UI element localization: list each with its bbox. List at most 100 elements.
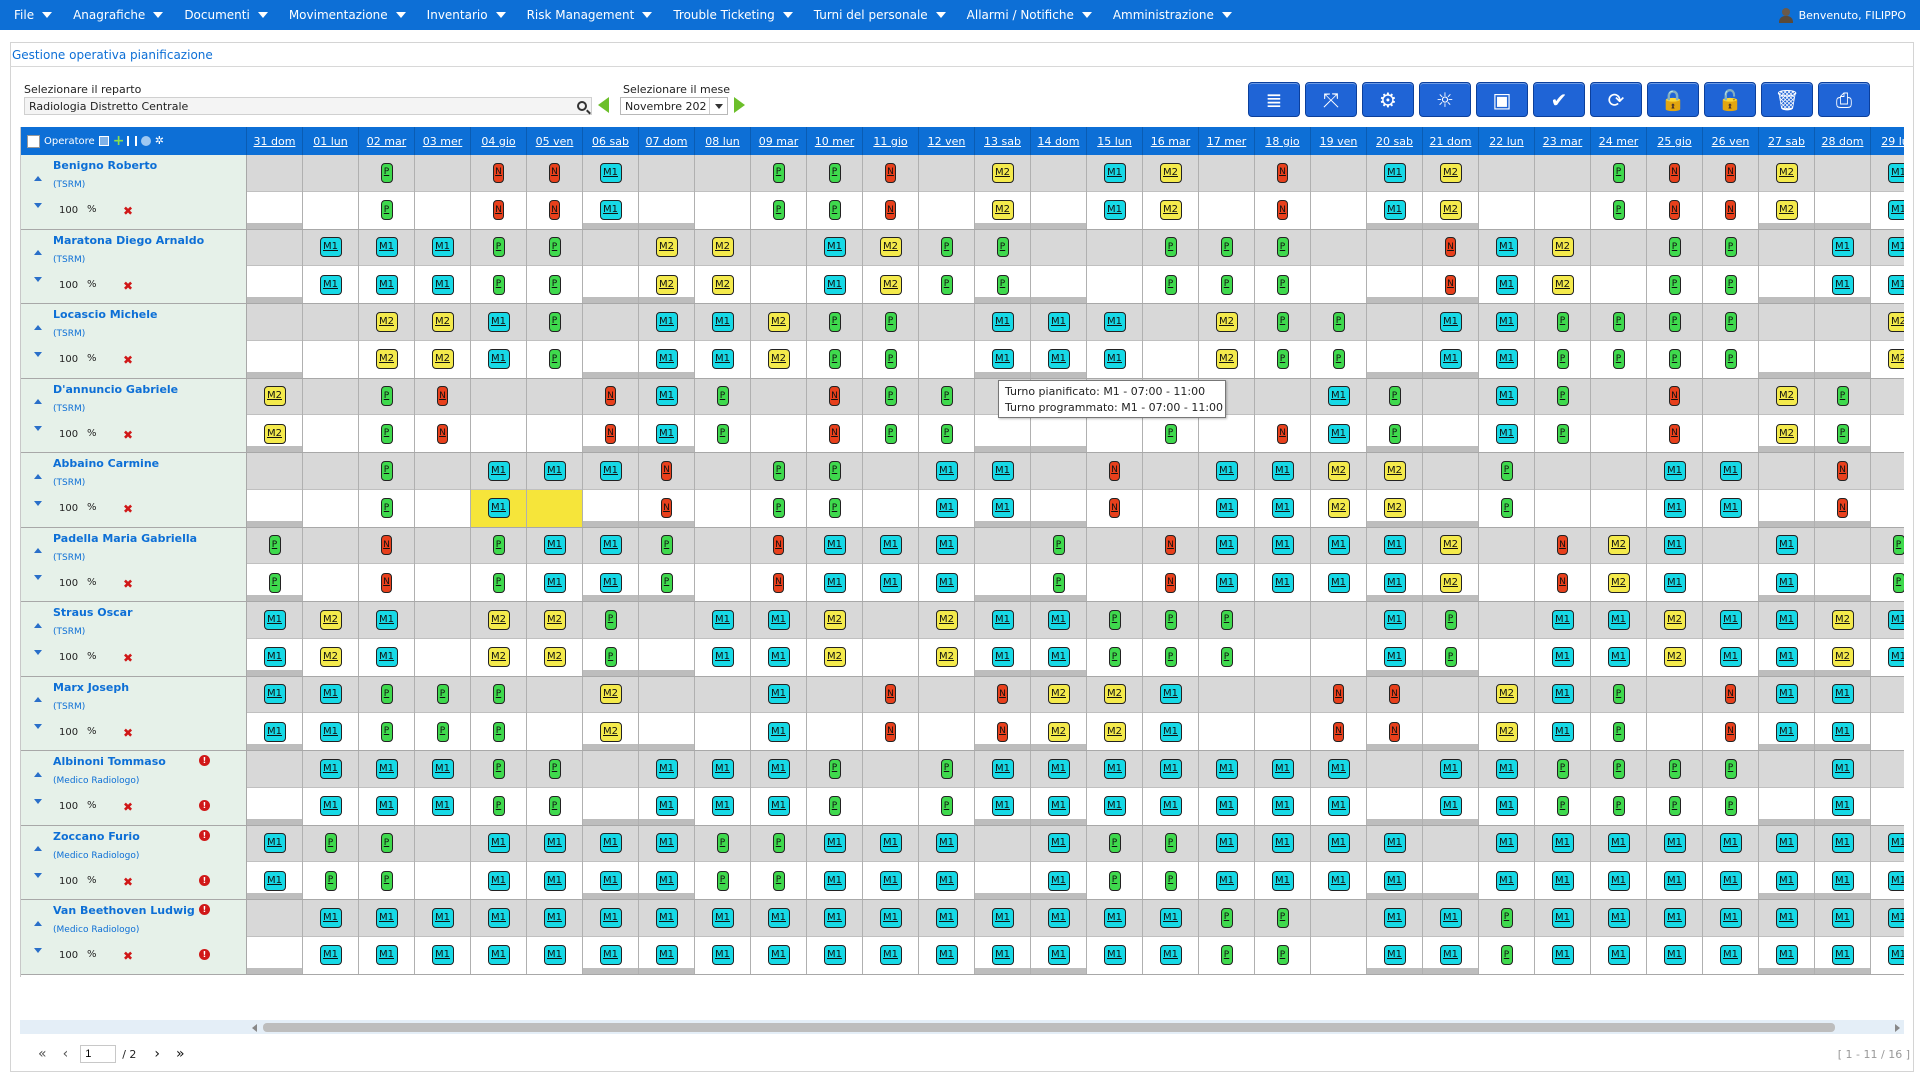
scheduled-slot[interactable] — [1087, 266, 1142, 303]
day-cell[interactable] — [247, 229, 303, 303]
planned-slot[interactable]: P — [1591, 676, 1646, 714]
scheduled-slot[interactable]: M2 — [1871, 340, 1904, 378]
shift-badge[interactable]: M2 — [543, 609, 566, 630]
scheduled-slot[interactable] — [247, 787, 302, 825]
shift-badge[interactable]: P — [1276, 237, 1289, 258]
shift-badge[interactable]: M1 — [599, 572, 622, 593]
planned-slot[interactable]: P — [247, 527, 302, 565]
day-cell[interactable]: N — [1255, 378, 1311, 452]
scheduled-slot[interactable]: P — [527, 787, 582, 825]
scheduled-slot[interactable]: M2 — [1647, 638, 1702, 676]
shift-badge[interactable]: M1 — [1775, 833, 1798, 854]
shift-badge[interactable]: M1 — [263, 609, 286, 630]
day-cell[interactable] — [1367, 229, 1423, 303]
shift-badge[interactable]: M1 — [935, 945, 958, 966]
shift-badge[interactable]: M1 — [1775, 721, 1798, 742]
scheduled-slot[interactable]: N — [807, 415, 862, 452]
day-cell[interactable] — [1423, 676, 1479, 750]
shift-badge[interactable]: M1 — [1719, 609, 1742, 630]
planned-slot[interactable]: P — [1199, 229, 1254, 267]
planned-slot[interactable]: P — [359, 155, 414, 192]
shift-badge[interactable]: M2 — [319, 609, 342, 630]
scheduled-slot[interactable] — [583, 787, 638, 825]
planned-slot[interactable]: M1 — [1759, 527, 1814, 565]
shift-badge[interactable]: M1 — [767, 758, 790, 779]
day-cell[interactable] — [1255, 602, 1311, 676]
shift-badge[interactable]: M2 — [1551, 274, 1574, 295]
filter-icon[interactable] — [98, 136, 109, 146]
remove-icon[interactable]: ✖ — [123, 278, 134, 293]
scheduled-slot[interactable]: P — [1535, 340, 1590, 378]
planned-slot[interactable]: P — [919, 229, 974, 267]
scheduled-slot[interactable]: M2 — [1815, 638, 1870, 676]
planned-slot[interactable]: M1 — [583, 825, 638, 863]
planned-slot[interactable]: M1 — [807, 527, 862, 565]
shift-badge[interactable]: P — [940, 758, 953, 779]
scheduled-slot[interactable]: P — [695, 415, 750, 452]
operator-name[interactable]: Marx Joseph — [53, 680, 130, 694]
planned-slot[interactable] — [1423, 453, 1478, 490]
shift-badge[interactable]: M1 — [543, 870, 566, 891]
shift-badge[interactable]: N — [1725, 162, 1736, 183]
shift-badge[interactable]: M1 — [1719, 460, 1742, 481]
shift-badge[interactable]: M1 — [1719, 647, 1742, 668]
planned-slot[interactable]: M1 — [1031, 751, 1086, 788]
shift-badge[interactable]: P — [324, 833, 337, 854]
day-cell[interactable] — [1871, 751, 1904, 825]
shift-badge[interactable]: M2 — [375, 349, 398, 370]
shift-badge[interactable]: M1 — [1495, 349, 1518, 370]
remove-icon[interactable]: ✖ — [123, 502, 134, 516]
shift-badge[interactable]: P — [828, 200, 841, 221]
planned-slot[interactable]: P — [1423, 602, 1478, 639]
shift-badge[interactable]: M1 — [991, 758, 1014, 779]
scheduled-slot[interactable] — [863, 638, 918, 676]
scheduled-slot[interactable]: P — [359, 713, 414, 750]
shift-badge[interactable]: M1 — [375, 945, 398, 966]
planned-slot[interactable] — [303, 527, 358, 565]
planned-slot[interactable]: M1 — [1759, 676, 1814, 714]
shift-badge[interactable]: M2 — [1551, 237, 1574, 258]
shift-badge[interactable]: P — [380, 870, 393, 891]
day-cell[interactable] — [1871, 378, 1904, 452]
scheduled-slot[interactable] — [1703, 564, 1758, 601]
scheduled-slot[interactable]: M1 — [527, 936, 582, 974]
planned-slot[interactable]: M1 — [1031, 602, 1086, 639]
scheduled-slot[interactable]: M1 — [1087, 191, 1142, 229]
shift-badge[interactable]: P — [1556, 796, 1569, 817]
planned-slot[interactable]: M1 — [359, 229, 414, 267]
day-cell[interactable] — [415, 825, 471, 899]
planned-slot[interactable]: M1 — [247, 825, 302, 863]
shift-badge[interactable]: M1 — [1831, 758, 1854, 779]
planned-slot[interactable]: M1 — [639, 378, 694, 416]
day-cell[interactable] — [1087, 527, 1143, 601]
scheduled-slot[interactable] — [919, 340, 974, 378]
operator-name[interactable]: Straus Oscar — [53, 606, 133, 619]
shift-badge[interactable]: M1 — [599, 535, 622, 556]
scheduled-slot[interactable]: M1 — [527, 564, 582, 601]
shift-badge[interactable]: N — [997, 684, 1008, 705]
shift-badge[interactable]: M1 — [1551, 609, 1574, 630]
planned-slot[interactable]: M1 — [471, 825, 526, 863]
scheduled-slot[interactable] — [1535, 191, 1590, 229]
